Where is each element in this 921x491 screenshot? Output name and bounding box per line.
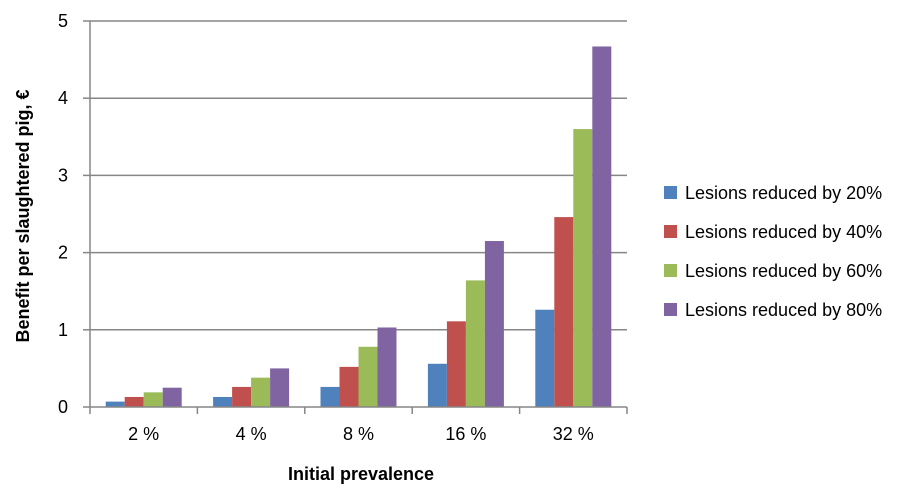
x-tick-label-4: 32 %	[553, 424, 594, 444]
legend-label-2: Lesions reduced by 60%	[685, 261, 882, 281]
y-tick-label-5: 5	[58, 11, 68, 31]
bar-1-2	[251, 377, 271, 407]
bar-4-2	[573, 129, 593, 407]
bar-2-1	[339, 366, 359, 407]
y-axis-title: Benefit per slaughtered pig, €	[13, 89, 33, 342]
x-axis-title: Initial prevalence	[288, 464, 434, 484]
bar-0-0	[105, 401, 125, 407]
y-tick-label-2: 2	[58, 243, 68, 263]
legend-label-3: Lesions reduced by 80%	[685, 300, 882, 320]
bar-4-0	[535, 309, 555, 407]
bar-3-1	[446, 321, 466, 407]
bar-0-2	[143, 392, 163, 407]
x-tick-labels: 2 % 4 % 8 % 16 % 32 %	[128, 424, 594, 444]
y-tick-label-4: 4	[58, 88, 68, 108]
y-tick-labels: 0 1 2 3 4 5	[58, 11, 68, 417]
bar-2-0	[320, 386, 340, 407]
y-tick-label-1: 1	[58, 320, 68, 340]
x-tick-label-3: 16 %	[445, 424, 486, 444]
x-tick-label-0: 2 %	[128, 424, 159, 444]
y-tick-label-3: 3	[58, 165, 68, 185]
bar-1-1	[232, 386, 252, 407]
legend-swatch-2	[664, 264, 677, 277]
x-tick-label-1: 4 %	[236, 424, 267, 444]
legend-swatch-3	[664, 303, 677, 316]
bar-4-3	[592, 46, 612, 407]
bar-0-3	[162, 387, 182, 407]
bar-2-2	[358, 346, 378, 407]
bar-3-2	[465, 280, 485, 407]
bars	[105, 46, 612, 407]
legend: Lesions reduced by 20% Lesions reduced by…	[664, 183, 882, 320]
bar-4-1	[554, 217, 574, 407]
axes	[89, 21, 628, 414]
bar-3-3	[484, 241, 504, 407]
bar-1-3	[270, 368, 290, 407]
legend-label-0: Lesions reduced by 20%	[685, 183, 882, 203]
x-tick-label-2: 8 %	[343, 424, 374, 444]
legend-label-1: Lesions reduced by 40%	[685, 222, 882, 242]
bar-2-3	[377, 327, 397, 407]
y-tick-label-0: 0	[58, 397, 68, 417]
bar-3-0	[427, 363, 447, 407]
legend-swatch-0	[664, 186, 677, 199]
legend-swatch-1	[664, 225, 677, 238]
bar-1-0	[213, 396, 233, 407]
bar-0-1	[124, 396, 144, 407]
